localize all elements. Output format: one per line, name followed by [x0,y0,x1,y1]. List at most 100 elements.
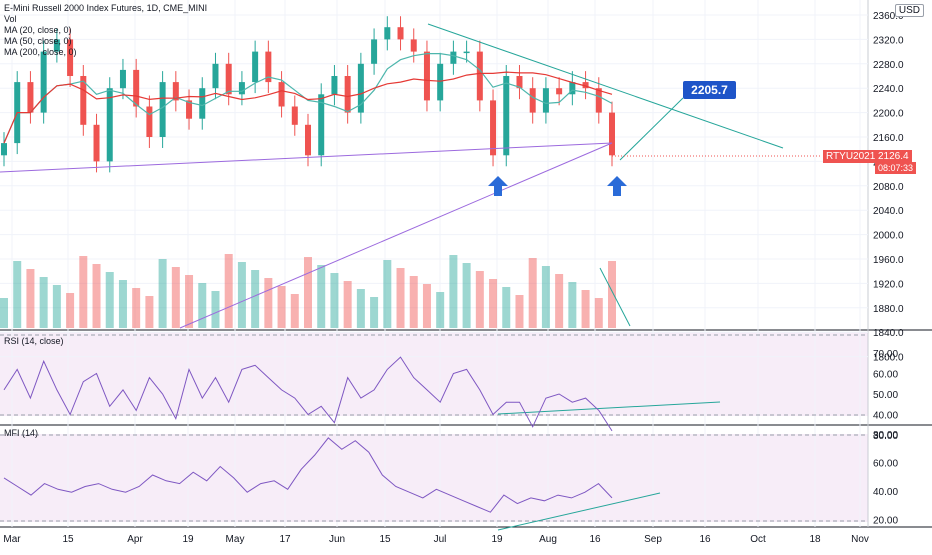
candle-body [490,100,497,156]
candle-body [305,124,311,156]
candle-body [410,39,417,52]
ma50-label[interactable]: MA (50, close, 0) [4,36,72,46]
time-tick-label: Oct [750,534,766,545]
candle-body [582,82,589,89]
time-tick-label: Jun [329,534,345,545]
rsi-tick-label: 30.00 [873,431,898,442]
candle-body [186,100,193,119]
candle-body [384,27,391,40]
volume-bar [52,285,61,328]
rsi-tick-label: 60.00 [873,370,898,381]
volume-bar [198,283,207,328]
price-tick-label: 2000.0 [873,231,904,242]
volume-bar [277,286,286,328]
price-target-callout[interactable]: 2205.7 [683,81,736,99]
volume-bar [462,263,471,328]
price-tick-label: 2280.0 [873,60,904,71]
mfi-panel-bg [0,434,868,522]
time-tick-label: Nov [851,534,869,545]
candle-body [199,88,206,119]
volume-bar [92,264,101,328]
candle-body [357,63,364,113]
price-tick-label: 1840.0 [873,328,904,339]
mfi-tick-label: 80.00 [873,430,898,441]
candle-body [516,76,523,89]
rsi-panel-bg [0,332,868,416]
vol-label[interactable]: Vol [4,14,17,24]
volume-bar [608,261,616,328]
volume-bar [145,296,154,328]
volume-bar [224,254,233,328]
rsi-tick-label: 50.00 [873,390,898,401]
volume-bar [541,266,550,328]
ma20-label[interactable]: MA (20, close, 0) [4,25,72,35]
rsi-tick-label: 40.00 [873,411,898,422]
chart-title[interactable]: E-Mini Russell 2000 Index Futures, 1D, C… [4,3,208,13]
ma200-label[interactable]: MA (200, close, 0) [4,47,77,57]
ma20-line [3,53,613,144]
candle-body [569,82,576,95]
volume-bar [515,295,524,328]
volume-bar [264,278,273,328]
volume-bar [528,258,537,328]
volume-bar [158,259,167,328]
resistance-trendline [427,23,784,149]
candle-body [278,82,285,107]
price-tick-label: 1880.0 [873,304,904,315]
time-tick-label: Mar [3,534,21,545]
candle-body [93,124,100,162]
candle-body [595,88,602,113]
up-arrow-icon [607,176,627,196]
volume-bar [568,282,577,328]
candle-body [450,51,457,64]
volume-bar [132,288,141,328]
candle-body [106,88,113,162]
time-tick-label: 19 [182,534,194,545]
time-tick-label: Aug [539,534,557,545]
volume-bar [0,298,8,328]
volume-bar [396,268,405,328]
volume-bar [26,269,35,328]
volume-bar [79,256,88,328]
candle-body [159,82,166,137]
volume-bar [211,291,220,328]
candle-body [225,63,232,95]
price-tick-label: 1920.0 [873,279,904,290]
mfi-label[interactable]: MFI (14) [4,428,39,438]
volume-bar [370,297,379,328]
countdown-tag: 08:07:33 [875,162,917,174]
mfi-tick-label: 60.00 [873,459,898,470]
price-tick-label: 2360.0 [873,11,904,22]
candle-body [1,143,7,156]
volume-bar [290,294,299,328]
volume-bar [330,273,339,328]
candle-body [291,106,298,125]
candle-body [119,69,126,89]
volume-bar [383,260,392,328]
currency-button[interactable]: USD [894,4,924,17]
candle-body [212,63,219,89]
ma50-line [3,71,613,144]
volume-bar [171,267,180,328]
candle-body [265,51,272,83]
candle-body [238,82,245,95]
mfi-tick-label: 40.00 [873,487,898,498]
volume-bar [594,298,603,328]
time-tick-label: 15 [379,534,391,545]
candle-body [53,39,60,52]
volume-bar [118,280,127,328]
mfi-divergence-line [497,492,661,531]
price-tick-label: 2240.0 [873,84,904,95]
rsi-label[interactable]: RSI (14, close) [4,336,64,346]
candle-body [437,63,444,101]
price-tick-label: 1960.0 [873,255,904,266]
time-tick-label: 19 [491,534,503,545]
volume-bar [343,281,352,328]
volume-bar [475,271,484,328]
volume-bar [436,292,445,328]
rsi-line [3,356,613,432]
time-tick-label: Apr [127,534,143,545]
volume-bar [39,277,48,328]
